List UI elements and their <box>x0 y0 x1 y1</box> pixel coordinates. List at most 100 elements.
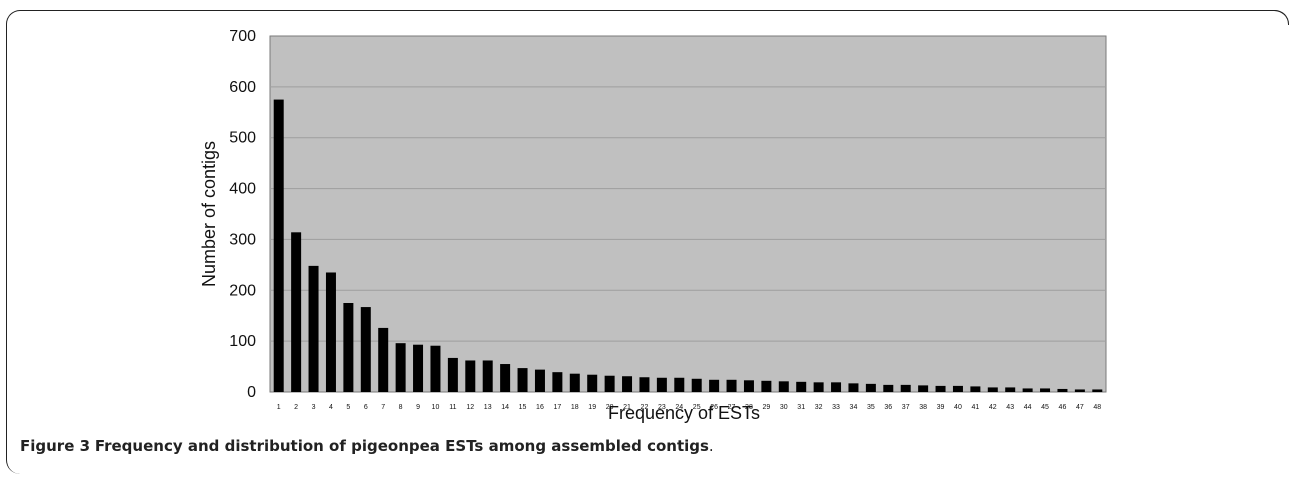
bar <box>534 369 545 392</box>
x-tick-label: 37 <box>902 404 910 411</box>
x-axis-title: Frequency of ESTs <box>608 403 760 423</box>
bar <box>709 379 720 392</box>
bar <box>639 377 650 392</box>
bar <box>500 364 511 392</box>
bar <box>325 272 336 392</box>
x-tick-label: 6 <box>364 404 368 411</box>
bar <box>447 357 458 392</box>
x-tick-label: 25 <box>693 404 701 411</box>
x-tick-label: 38 <box>919 404 927 411</box>
bar <box>604 375 615 392</box>
bar <box>360 307 371 392</box>
x-tick-label: 19 <box>588 404 596 411</box>
x-tick-label: 8 <box>399 404 403 411</box>
bar <box>935 385 946 392</box>
x-tick-label: 29 <box>762 404 770 411</box>
x-tick-label: 36 <box>884 404 892 411</box>
bar <box>1040 388 1051 392</box>
x-tick-label: 45 <box>1041 404 1049 411</box>
bar <box>831 382 842 392</box>
x-tick-label: 42 <box>989 404 997 411</box>
x-tick-label: 10 <box>432 404 440 411</box>
x-tick-label: 35 <box>867 404 875 411</box>
bar <box>883 384 894 392</box>
grid-lines <box>270 86 1106 342</box>
plot-background <box>269 35 1107 393</box>
bar <box>1057 388 1068 392</box>
bar <box>378 327 389 392</box>
bar <box>622 376 633 392</box>
x-tick-label: 9 <box>416 404 420 411</box>
x-tick-label: 44 <box>1024 404 1032 411</box>
bar <box>726 379 737 392</box>
caption-end: . <box>708 437 714 455</box>
bar <box>1022 388 1033 392</box>
plot-area <box>269 35 1107 393</box>
x-tick-label: 32 <box>815 404 823 411</box>
x-tick-label: 20 <box>606 404 614 411</box>
y-tick-label: 0 <box>247 384 256 401</box>
x-tick-label: 1 <box>277 404 281 411</box>
bar <box>848 383 859 392</box>
x-tick-label: 31 <box>797 404 805 411</box>
bar <box>952 385 963 392</box>
x-tick-label: 5 <box>346 404 350 411</box>
x-axis-ticks: 1 2 3 4 5 6 7 8 9 10 11 12 13 14 15 16 17 18 19 20 21 22 23 24 2… <box>277 404 1102 411</box>
figure-caption: Figure 3 Frequency and distribution of p… <box>20 437 714 455</box>
x-tick-label: 14 <box>501 404 509 411</box>
bar <box>761 380 772 392</box>
x-tick-label: 46 <box>1059 404 1067 411</box>
bar <box>778 381 789 392</box>
bar <box>517 368 528 392</box>
x-tick-label: 27 <box>728 404 736 411</box>
bar <box>813 382 824 392</box>
caption-text: Frequency and distribution of pigeonpea … <box>94 437 709 455</box>
bar <box>743 380 754 392</box>
x-tick-label: 40 <box>954 404 962 411</box>
x-tick-label: 33 <box>832 404 840 411</box>
x-tick-label: 18 <box>571 404 579 411</box>
x-tick-label: 4 <box>329 404 333 411</box>
figure-frame <box>6 10 1288 474</box>
bar <box>987 387 998 392</box>
x-tick-label: 17 <box>553 404 561 411</box>
bars <box>273 99 1103 393</box>
x-tick-label: 22 <box>641 404 649 411</box>
bar <box>343 303 354 392</box>
y-axis-ticks: 0 100 200 300 400 500 600 700 <box>229 28 256 401</box>
x-tick-label: 15 <box>519 404 527 411</box>
bar <box>674 377 685 392</box>
bar <box>1092 389 1103 392</box>
bar <box>1005 387 1016 392</box>
x-tick-label: 11 <box>449 404 456 411</box>
y-tick-label: 100 <box>229 333 256 350</box>
bar <box>691 378 702 392</box>
bar <box>918 385 929 392</box>
x-tick-label: 7 <box>381 404 385 411</box>
x-tick-label: 47 <box>1076 404 1084 411</box>
bar <box>865 383 876 392</box>
x-tick-label: 43 <box>1006 404 1014 411</box>
bar <box>656 377 667 392</box>
bar <box>465 360 476 392</box>
caption-label: Figure 3 <box>20 437 91 455</box>
x-tick-label: 12 <box>466 404 474 411</box>
x-tick-label: 24 <box>675 404 683 411</box>
bar <box>900 384 911 392</box>
x-tick-label: 41 <box>971 404 979 411</box>
x-tick-label: 23 <box>658 404 666 411</box>
x-tick-label: 34 <box>850 404 858 411</box>
bar <box>430 345 441 392</box>
bar <box>308 265 319 392</box>
y-tick-label: 700 <box>229 28 256 45</box>
x-tick-label: 13 <box>484 404 492 411</box>
x-tick-label: 39 <box>937 404 945 411</box>
bar <box>273 99 284 393</box>
y-tick-label: 300 <box>229 231 256 248</box>
x-tick-label: 3 <box>312 404 316 411</box>
bar <box>569 373 580 392</box>
bar <box>1074 389 1085 392</box>
x-tick-label: 21 <box>623 404 631 411</box>
x-tick-label: 26 <box>710 404 718 411</box>
